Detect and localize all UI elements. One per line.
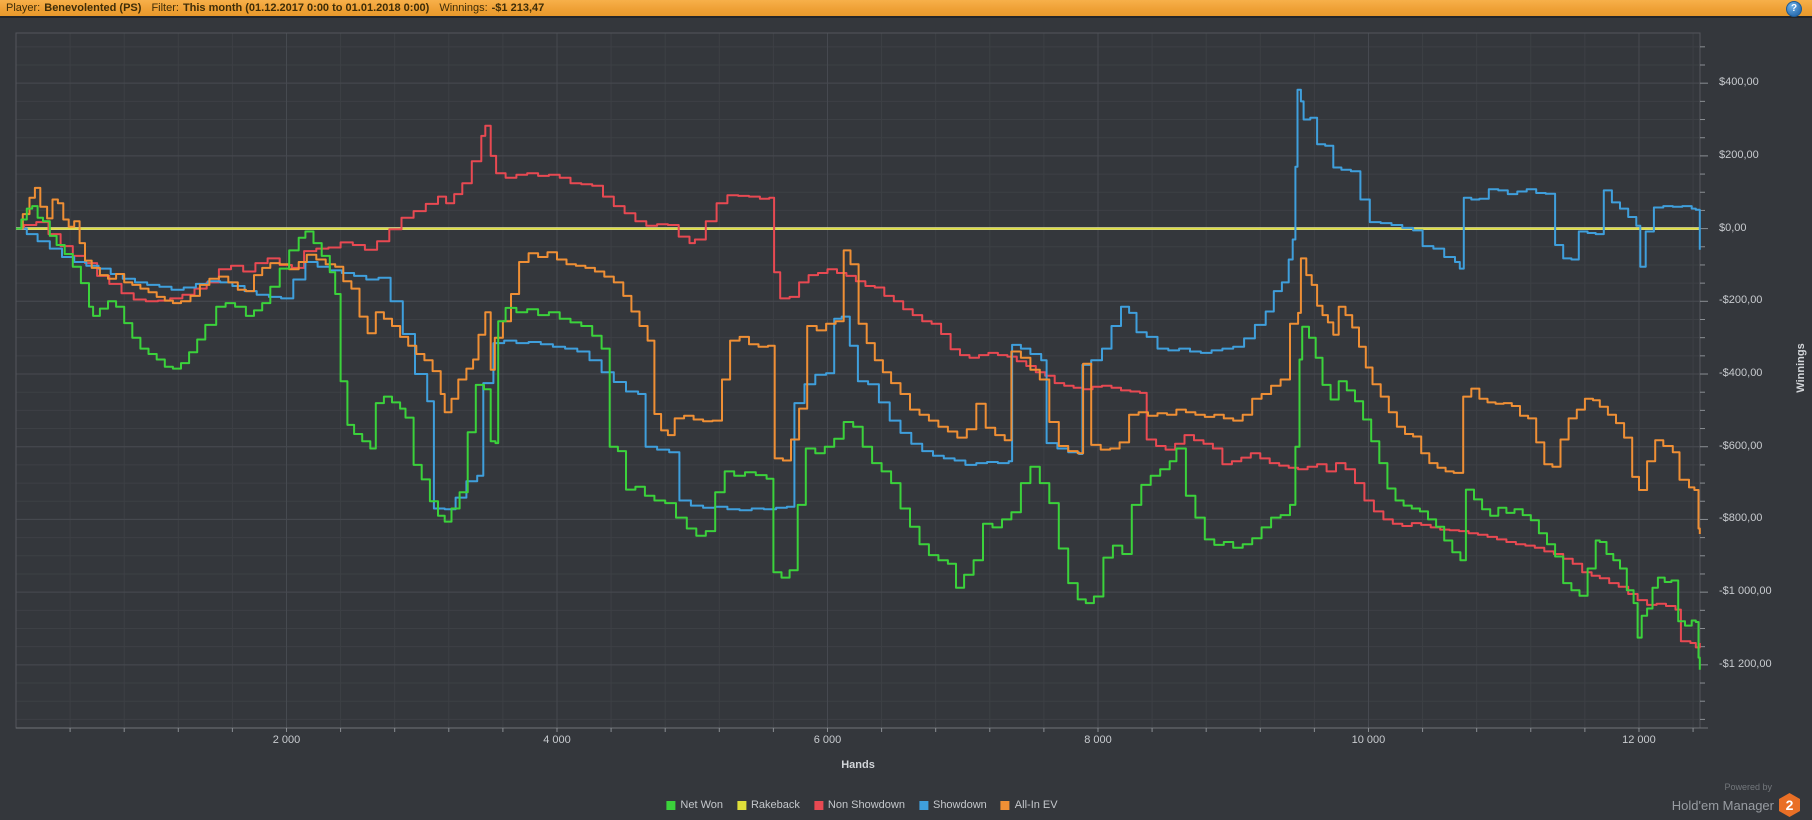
player-value: Benevolented (PS) — [44, 2, 142, 14]
legend-label: All-In EV — [1014, 799, 1058, 811]
legend-swatch-icon — [666, 800, 676, 810]
filter-summary: Filter: This month (01.12.2017 0:00 to 0… — [151, 2, 429, 14]
legend-label: Non Showdown — [827, 799, 905, 811]
series-line-showdown — [16, 88, 1701, 512]
x-tick-label: 2 000 — [272, 734, 301, 746]
y-tick-label: $0,00 — [1719, 221, 1747, 234]
legend-item-all-in-ev[interactable]: All-In EV — [1000, 799, 1058, 811]
legend-label: Showdown — [932, 799, 987, 811]
series-line-all-in-ev — [16, 186, 1701, 534]
filter-label: Filter: — [151, 2, 179, 14]
y-tick-label: -$400,00 — [1719, 367, 1763, 380]
legend-swatch-icon — [1000, 800, 1010, 810]
powered-by-branding: Powered by Hold'em Manager 2 — [1672, 782, 1800, 817]
legend-item-rakeback[interactable]: Rakeback — [736, 799, 800, 811]
player-label: Player: — [6, 2, 41, 14]
x-axis-title: Hands — [841, 759, 875, 771]
legend-label: Rakeback — [750, 799, 800, 811]
filter-value: This month (01.12.2017 0:00 to 01.01.201… — [182, 2, 430, 14]
x-tick-label: 6 000 — [813, 734, 842, 746]
winnings-label: Winnings: — [439, 2, 488, 14]
y-tick-label: -$800,00 — [1719, 512, 1763, 525]
legend-swatch-icon — [918, 800, 928, 810]
legend-swatch-icon — [736, 800, 746, 810]
legend-item-showdown[interactable]: Showdown — [918, 799, 987, 811]
player-summary: Player: Benevolented (PS) — [6, 2, 141, 14]
legend-item-net-won[interactable]: Net Won — [666, 799, 723, 811]
legend-label: Net Won — [680, 799, 723, 811]
filter-summary-bar: Player: Benevolented (PS) Filter: This m… — [0, 0, 1812, 18]
y-tick-label: -$1 200,00 — [1719, 657, 1772, 670]
legend-swatch-icon — [813, 800, 823, 810]
series-line-net-won — [16, 205, 1701, 670]
y-tick-label: $400,00 — [1719, 76, 1759, 89]
y-axis-title: Winnings — [1795, 343, 1807, 393]
winnings-summary: Winnings: -$1 213,47 — [439, 2, 544, 14]
series-line-non-showdown — [16, 124, 1701, 649]
x-tick-label: 10 000 — [1351, 734, 1386, 746]
x-tick-label: 4 000 — [543, 734, 571, 746]
holdem-manager-2-logo-icon: 2 — [1779, 793, 1800, 817]
x-tick-label: 12 000 — [1622, 734, 1656, 746]
x-tick-label: 8 000 — [1084, 734, 1112, 746]
chart-legend: Net Won Rakeback Non Showdown Showdown All-I… — [666, 799, 1058, 811]
winnings-value: -$1 213,47 — [491, 2, 545, 14]
powered-by-text: Powered by — [1724, 782, 1772, 792]
legend-item-non-showdown[interactable]: Non Showdown — [813, 799, 905, 811]
y-tick-label: -$600,00 — [1719, 439, 1763, 452]
help-icon[interactable]: ? — [1786, 1, 1802, 17]
holdem-manager-wordmark: Hold'em Manager — [1671, 797, 1774, 813]
y-tick-label: -$1 000,00 — [1719, 585, 1772, 598]
y-tick-label: $200,00 — [1719, 148, 1759, 161]
y-tick-label: -$200,00 — [1719, 294, 1763, 307]
